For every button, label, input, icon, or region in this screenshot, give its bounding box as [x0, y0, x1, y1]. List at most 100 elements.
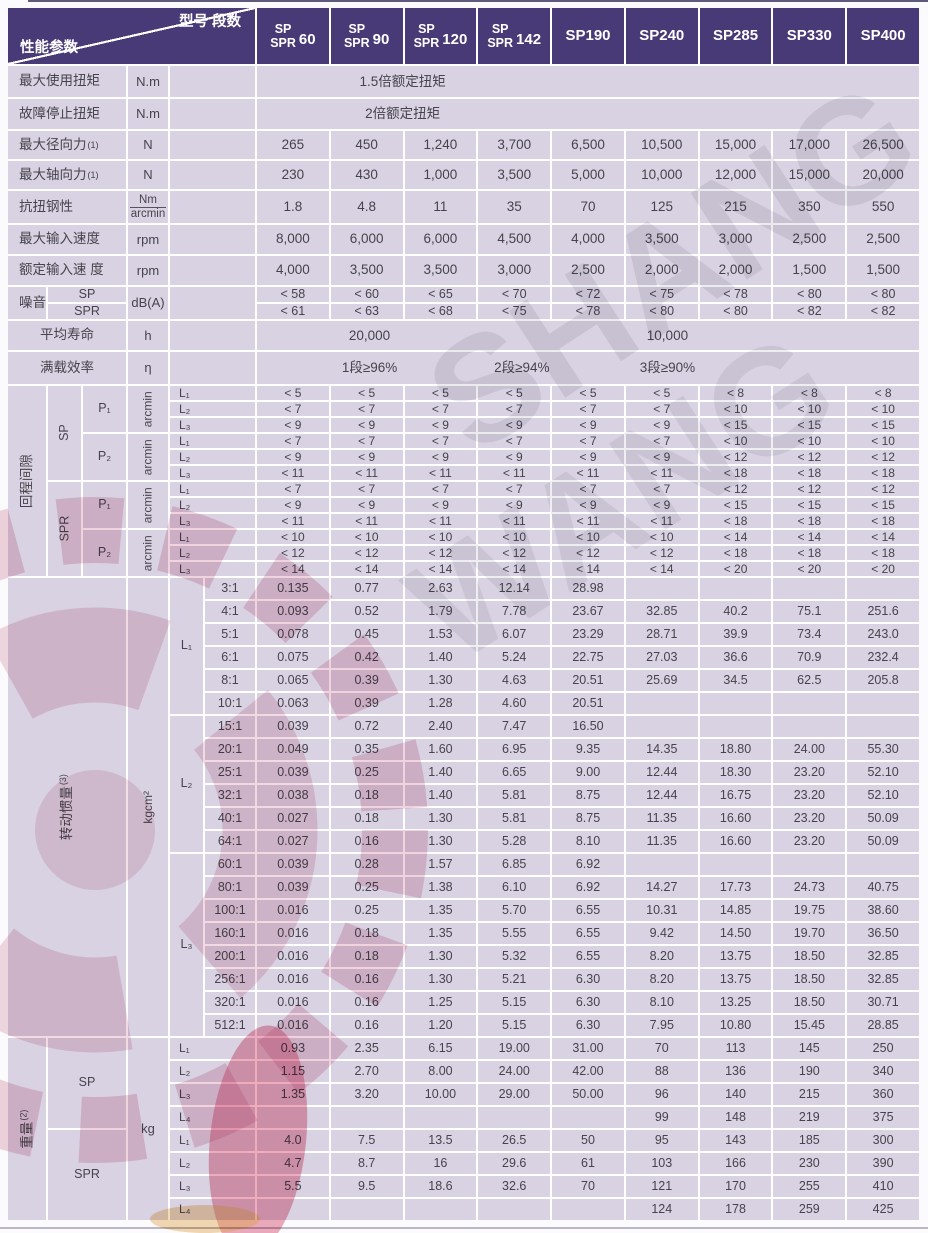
value-cell: < 9	[552, 418, 624, 432]
value-cell: 36.6	[699, 647, 772, 668]
value-cell: < 14	[404, 562, 477, 576]
value-cell: 18.30	[699, 762, 772, 783]
value-cell: 0.45	[330, 624, 403, 645]
value-cell: < 75	[625, 287, 698, 302]
value-cell: < 14	[330, 562, 403, 576]
empty-cell	[170, 225, 255, 254]
life-row: 20,000 10,000	[257, 321, 919, 350]
value-cell: 6.30	[552, 1015, 624, 1036]
merged-value-row: 1.5倍额定扭矩	[257, 66, 919, 97]
value-cell: 23.20	[773, 831, 846, 852]
value-cell: < 5	[625, 386, 698, 400]
l-stage-label: L₁	[170, 434, 255, 448]
value-cell: < 10	[330, 530, 403, 544]
value-cell: 11.35	[625, 808, 698, 829]
value-cell: < 12	[773, 482, 846, 496]
model-header: SP400	[847, 8, 919, 64]
value-cell: 20.51	[552, 693, 624, 714]
value-cell: 140	[699, 1084, 772, 1105]
value-cell: < 14	[257, 562, 329, 576]
value-cell: 3,500	[404, 256, 477, 285]
value-cell: 5.15	[478, 1015, 551, 1036]
value-cell: 7.78	[478, 601, 551, 622]
ratio-label: 64:1	[205, 831, 255, 852]
value-cell: < 80	[625, 304, 698, 319]
value-cell: 251.6	[847, 601, 919, 622]
unit-label: η	[128, 352, 168, 384]
value-cell: < 9	[404, 450, 477, 464]
value-cell: 12.44	[625, 785, 698, 806]
value-cell: 16.60	[699, 831, 772, 852]
value-cell: 0.093	[257, 601, 329, 622]
value-cell: < 12	[625, 546, 698, 560]
value-cell: < 7	[552, 402, 624, 416]
value-cell: 1.57	[404, 854, 477, 875]
value-cell: 0.72	[330, 716, 403, 737]
rotated-label: 转动惯量(3)	[57, 773, 74, 840]
value-cell: 70	[552, 191, 624, 223]
value-cell: < 11	[625, 514, 698, 528]
value-cell: 28.85	[847, 1015, 919, 1036]
value-cell: 15,000	[699, 131, 772, 159]
value-cell: < 11	[404, 466, 477, 480]
rotated-label: arcmin	[140, 390, 155, 428]
value-cell: 6.55	[552, 900, 624, 921]
model-header: SP SPR 142	[478, 8, 551, 64]
value-cell: 0.016	[257, 969, 329, 990]
value-cell: < 7	[625, 402, 698, 416]
value-cell: 255	[773, 1176, 846, 1197]
value-cell: 28.98	[552, 578, 624, 599]
value-cell: 3,500	[625, 225, 698, 254]
value-cell: < 11	[552, 466, 624, 480]
value-cell: 0.039	[257, 854, 329, 875]
value-cell: 0.038	[257, 785, 329, 806]
value-cell: 15.45	[773, 1015, 846, 1036]
value-cell: 8.20	[625, 969, 698, 990]
value-cell: 215	[773, 1084, 846, 1105]
ratio-label: 200:1	[205, 946, 255, 967]
ratio-label: 32:1	[205, 785, 255, 806]
value-cell: < 78	[699, 287, 772, 302]
value-cell: 17,000	[773, 131, 846, 159]
value-cell: 8,000	[257, 225, 329, 254]
corner-param-label: 性能参数	[20, 39, 78, 56]
value-cell: < 11	[404, 514, 477, 528]
row-label: 最大使用扭矩	[8, 66, 126, 97]
value-cell: < 10	[847, 402, 919, 416]
value-cell: 0.28	[330, 854, 403, 875]
value-cell: < 5	[257, 386, 329, 400]
superscript-note: (3)	[57, 773, 68, 785]
value-cell: 62.5	[773, 670, 846, 691]
value-cell: 4.63	[478, 670, 551, 691]
l-stage-label: L₃	[170, 1084, 255, 1105]
value-cell: 205.8	[847, 670, 919, 691]
value-cell: 1.15	[257, 1061, 329, 1082]
value-cell: 28.71	[625, 624, 698, 645]
value-cell: < 80	[699, 304, 772, 319]
value-cell: 0.39	[330, 670, 403, 691]
value-cell: < 9	[478, 450, 551, 464]
value-cell: < 5	[404, 386, 477, 400]
value-cell: 1.40	[404, 762, 477, 783]
value-cell: 12,000	[699, 161, 772, 189]
value-cell: < 61	[257, 304, 329, 319]
row-label: 满载效率	[8, 352, 126, 384]
empty-cell	[170, 131, 255, 159]
value-cell: 29.00	[478, 1084, 551, 1105]
value-cell: 10.31	[625, 900, 698, 921]
value-cell: 0.18	[330, 923, 403, 944]
value-cell: < 9	[625, 418, 698, 432]
value-cell: 0.16	[330, 831, 403, 852]
value-cell	[699, 578, 772, 599]
value-cell: 215	[699, 191, 772, 223]
value-cell: < 10	[847, 434, 919, 448]
value-cell	[330, 1199, 403, 1220]
value-cell: < 7	[257, 434, 329, 448]
value-cell: 73.4	[773, 624, 846, 645]
value-cell: < 8	[773, 386, 846, 400]
span-text: 2倍额定扭矩	[365, 105, 441, 121]
model-header: SP SPR 120	[404, 8, 477, 64]
span-text: 1段≥96%	[341, 359, 398, 375]
value-cell: 11	[404, 191, 477, 223]
ratio-label: 5:1	[205, 624, 255, 645]
